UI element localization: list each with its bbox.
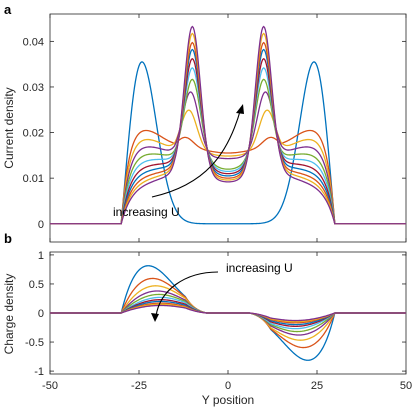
- panel-a-frame: [49, 13, 407, 243]
- panel-b-y-tick-label: 1: [38, 250, 44, 262]
- panel-b-arrow-head: [151, 313, 159, 322]
- panel-a-series-line: [50, 129, 406, 225]
- panel-a-y-tick-label: 0.01: [23, 173, 44, 185]
- panel-b-x-tick-label: 25: [311, 380, 323, 392]
- panel-b-x-axis-label: Y position: [202, 393, 254, 407]
- panel-a-arrow-head: [236, 104, 244, 114]
- panel-a-x-ticks: [49, 14, 407, 242]
- panel-a-series-line: [50, 78, 406, 225]
- panel-b-x-tick-label: 0: [225, 380, 231, 392]
- panel-b-x-tick-label: -25: [131, 380, 147, 392]
- panel-a-series: [50, 25, 406, 225]
- panel-b-y-ticks: -1 -0.5 0 0.5 1: [25, 250, 406, 378]
- panel-a-series-line: [50, 41, 406, 225]
- panel-a-y-ticks: 0 0.01 0.02 0.03 0.04: [23, 36, 406, 231]
- panel-b-y-tick-label: 0: [38, 308, 44, 320]
- panel-a-series-line: [50, 67, 406, 225]
- panel-a-series-line: [50, 48, 406, 225]
- panel-a-series-line: [50, 25, 406, 225]
- panel-a-y-tick-label: 0.02: [23, 128, 44, 140]
- panel-b: b Charge density Y position -1-0.500.51 …: [2, 231, 412, 407]
- panel-b-series-line: [50, 304, 406, 322]
- panel-b-x-tick-label: -50: [42, 380, 58, 392]
- panel-a-arrow-shaft: [151, 107, 242, 198]
- panel-a-y-tick-label: 0: [38, 219, 44, 231]
- panel-b-y-tick-label: -0.5: [25, 337, 44, 349]
- panel-a: a Current density 0 0.01 0.02 0.03 0.04 incr…: [2, 2, 407, 243]
- panel-a-annotation: increasing U: [113, 205, 180, 219]
- panel-b-series: [50, 265, 406, 361]
- panel-a-y-tick-label: 0.03: [23, 82, 44, 94]
- panel-b-annotation: increasing U: [226, 261, 293, 275]
- panel-b-x-ticks: -50 -25 0 25 50: [42, 252, 412, 392]
- panel-a-label: a: [4, 2, 12, 17]
- panel-a-y-tick-label: 0.04: [23, 36, 44, 48]
- panel-a-series-line: [50, 32, 406, 225]
- panel-a-y-axis-label: Current density: [2, 87, 16, 168]
- panel-b-label: b: [4, 231, 12, 246]
- panel-b-y-tick-label: -1: [34, 366, 44, 378]
- panel-b-x-tick-label: 50: [400, 380, 412, 392]
- panel-b-arrow-shaft: [155, 271, 219, 317]
- panel-b-y-tick-label: 0.5: [29, 279, 44, 291]
- panel-b-y-axis-label: Charge density: [2, 274, 16, 355]
- panel-a-series-line: [50, 109, 406, 225]
- panel-a-series-line: [50, 91, 406, 225]
